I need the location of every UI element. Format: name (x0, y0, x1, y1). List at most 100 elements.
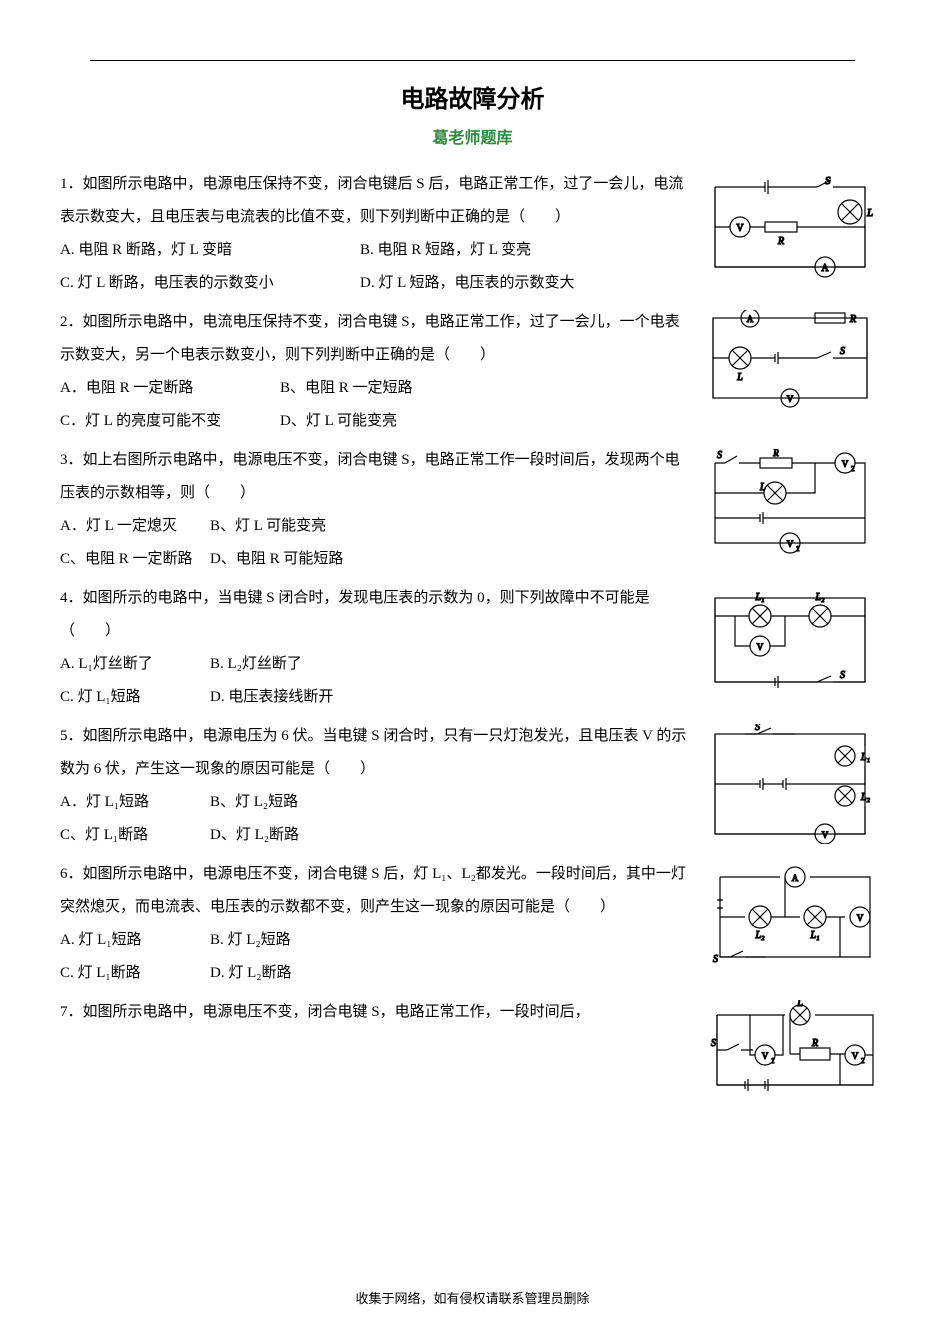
svg-text:V: V (736, 223, 744, 234)
question-5-stem: 5．如图所示电路中，电源电压为 6 伏。当电键 S 闭合时，只有一只灯泡发光，且… (60, 720, 693, 786)
svg-text:L₂: L₂ (814, 592, 825, 603)
svg-text:V: V (842, 459, 849, 469)
svg-text:L: L (796, 1000, 803, 1009)
question-2-text: 2．如图所示电路中，电流电压保持不变，闭合电键 S，电路正常工作，过了一会儿，一… (60, 306, 693, 438)
q2-opt-c: C．灯 L 的亮度可能不变 (60, 405, 280, 438)
svg-text:V: V (787, 539, 794, 549)
svg-text:R: R (772, 448, 779, 458)
page: 电路故障分析 葛老师题库 1．如图所示电路中，电源电压保持不变，闭合电键后 S … (0, 0, 945, 1337)
svg-text:1: 1 (796, 545, 800, 553)
svg-text:V: V (757, 642, 764, 652)
page-title: 电路故障分析 (60, 79, 885, 114)
q6-opt-b: B. 灯 L₂短路 (210, 924, 360, 957)
question-7-stem: 7．如图所示电路中，电源电压不变，闭合电键 S，电路正常工作，一段时间后， (60, 996, 693, 1029)
q1-opt-c: C. 灯 L 断路，电压表的示数变小 (60, 267, 360, 300)
circuit-icon: A L₂ L₁ V S (705, 862, 885, 972)
question-2: 2．如图所示电路中，电流电压保持不变，闭合电键 S，电路正常工作，过了一会儿，一… (60, 306, 885, 438)
q7-figure: L S V1 R V2 (693, 996, 885, 1100)
svg-text:S: S (840, 670, 845, 681)
q2-opt-b: B、电阻 R 一定短路 (280, 372, 500, 405)
q4-opt-c: C. 灯 L₁短路 (60, 681, 210, 714)
svg-text:2: 2 (861, 1057, 865, 1065)
question-1: 1．如图所示电路中，电源电压保持不变，闭合电键后 S 后，电路正常工作，过了一会… (60, 168, 885, 300)
circuit-icon: S R V2 L V1 (705, 448, 875, 558)
circuit-icon: A R L S V (705, 310, 875, 410)
q4-figure: L₁ L₂ V S (693, 582, 885, 696)
q6-opt-c: C. 灯 L₁断路 (60, 957, 210, 990)
question-1-text: 1．如图所示电路中，电源电压保持不变，闭合电键后 S 后，电路正常工作，过了一会… (60, 168, 693, 300)
svg-text:V: V (822, 830, 829, 840)
svg-text:1: 1 (771, 1057, 775, 1065)
svg-text:V: V (857, 913, 864, 923)
svg-text:L₁: L₁ (809, 930, 819, 941)
svg-text:R: R (849, 314, 856, 325)
q5-opt-d: D、灯 L₂断路 (210, 819, 360, 852)
svg-text:S: S (755, 724, 760, 733)
q3-opt-c: C、电阻 R 一定断路 (60, 543, 210, 576)
question-7: 7．如图所示电路中，电源电压不变，闭合电键 S，电路正常工作，一段时间后， L … (60, 996, 885, 1100)
q1-opt-b: B. 电阻 R 短路，灯 L 变亮 (360, 234, 660, 267)
svg-text:L: L (736, 372, 743, 383)
svg-text:S: S (840, 346, 845, 357)
q3-opt-b: B、灯 L 可能变亮 (210, 510, 360, 543)
q3-figure: S R V2 L V1 (693, 444, 885, 558)
q5-opt-c: C、灯 L₁断路 (60, 819, 210, 852)
question-6-text: 6．如图所示电路中，电源电压不变，闭合电键 S 后，灯 L₁、L₂都发光。一段时… (60, 858, 693, 990)
svg-text:L₂: L₂ (754, 930, 765, 941)
q5-opt-b: B、灯 L₂短路 (210, 786, 360, 819)
svg-text:R: R (777, 236, 784, 247)
svg-text:2: 2 (851, 465, 855, 473)
question-4-text: 4．如图所示的电路中，当电键 S 闭合时，发现电压表的示数为 0，则下列故障中不… (60, 582, 693, 714)
q5-figure: S L₁ L₂ V (693, 720, 885, 844)
svg-text:L₁: L₁ (860, 752, 870, 763)
q2-opt-a: A．电阻 R 一定断路 (60, 372, 280, 405)
question-2-stem: 2．如图所示电路中，电流电压保持不变，闭合电键 S，电路正常工作，过了一会儿，一… (60, 306, 693, 372)
svg-text:A: A (747, 314, 754, 324)
svg-text:L: L (866, 207, 873, 219)
question-5: 5．如图所示电路中，电源电压为 6 伏。当电键 S 闭合时，只有一只灯泡发光，且… (60, 720, 885, 852)
q2-figure: A R L S V (693, 306, 885, 410)
circuit-icon: L S V1 R V2 (705, 1000, 885, 1100)
circuit-icon: S V R L A (705, 172, 875, 282)
svg-text:S: S (713, 954, 718, 965)
svg-text:L₁: L₁ (754, 592, 764, 603)
svg-text:V: V (762, 1051, 769, 1061)
top-rule (90, 60, 855, 61)
q4-opt-d: D. 电压表接线断开 (210, 681, 360, 714)
q6-figure: A L₂ L₁ V S (693, 858, 885, 972)
question-5-text: 5．如图所示电路中，电源电压为 6 伏。当电键 S 闭合时，只有一只灯泡发光，且… (60, 720, 693, 852)
question-6: 6．如图所示电路中，电源电压不变，闭合电键 S 后，灯 L₁、L₂都发光。一段时… (60, 858, 885, 990)
q6-opt-a: A. 灯 L₁短路 (60, 924, 210, 957)
svg-text:R: R (811, 1038, 818, 1049)
svg-text:A: A (792, 873, 799, 883)
circuit-icon: L₁ L₂ V S (705, 586, 875, 696)
question-3-text: 3．如上右图所示电路中，电源电压不变，闭合电键 S，电路正常工作一段时间后，发现… (60, 444, 693, 576)
svg-text:V: V (787, 394, 794, 404)
page-subtitle: 葛老师题库 (60, 124, 885, 148)
q2-opt-d: D、灯 L 可能变亮 (280, 405, 500, 438)
q1-figure: S V R L A (693, 168, 885, 282)
svg-text:S: S (711, 1038, 716, 1049)
question-1-stem: 1．如图所示电路中，电源电压保持不变，闭合电键后 S 后，电路正常工作，过了一会… (60, 168, 693, 234)
question-4: 4．如图所示的电路中，当电键 S 闭合时，发现电压表的示数为 0，则下列故障中不… (60, 582, 885, 714)
question-3: 3．如上右图所示电路中，电源电压不变，闭合电键 S，电路正常工作一段时间后，发现… (60, 444, 885, 576)
q6-opt-d: D. 灯 L₂断路 (210, 957, 360, 990)
q1-opt-a: A. 电阻 R 断路，灯 L 变暗 (60, 234, 360, 267)
circuit-icon: S L₁ L₂ V (705, 724, 875, 844)
svg-text:V: V (852, 1051, 859, 1061)
q1-opt-d: D. 灯 L 短路，电压表的示数变大 (360, 267, 660, 300)
q3-opt-d: D、电阻 R 可能短路 (210, 543, 360, 576)
svg-text:A: A (821, 263, 829, 274)
svg-text:L₂: L₂ (860, 792, 871, 803)
q5-opt-a: A．灯 L₁短路 (60, 786, 210, 819)
question-4-stem: 4．如图所示的电路中，当电键 S 闭合时，发现电压表的示数为 0，则下列故障中不… (60, 582, 693, 648)
question-7-text: 7．如图所示电路中，电源电压不变，闭合电键 S，电路正常工作，一段时间后， (60, 996, 693, 1029)
q3-opt-a: A．灯 L 一定熄灭 (60, 510, 210, 543)
q4-opt-b: B. L₂灯丝断了 (210, 648, 360, 681)
svg-text:S: S (717, 450, 722, 461)
q4-opt-a: A. L₁灯丝断了 (60, 648, 210, 681)
page-footer: 收集于网络，如有侵权请联系管理员删除 (0, 1288, 945, 1307)
question-6-stem: 6．如图所示电路中，电源电压不变，闭合电键 S 后，灯 L₁、L₂都发光。一段时… (60, 858, 693, 924)
svg-text:L: L (759, 482, 766, 493)
question-3-stem: 3．如上右图所示电路中，电源电压不变，闭合电键 S，电路正常工作一段时间后，发现… (60, 444, 693, 510)
